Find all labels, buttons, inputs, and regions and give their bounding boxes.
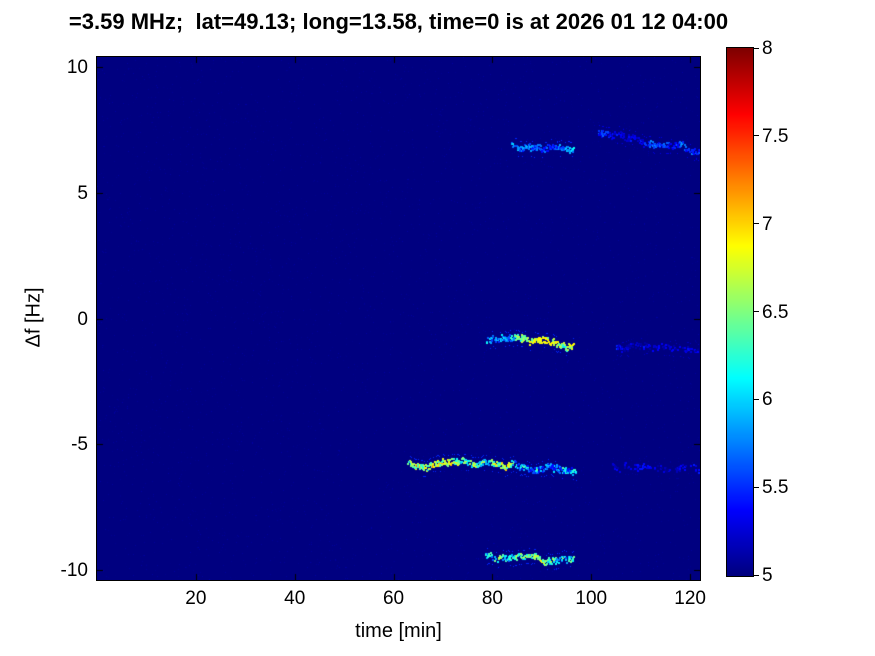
colorbar-tick-mark	[753, 47, 759, 49]
y-tick-label: -5	[71, 434, 88, 456]
colorbar	[727, 48, 753, 576]
colorbar-tick-mark	[753, 398, 759, 400]
x-axis-label: time [min]	[355, 620, 442, 642]
x-tick-label: 80	[481, 588, 503, 609]
y-tick-label: -10	[60, 559, 88, 581]
x-tick-label: 20	[185, 588, 207, 609]
colorbar-tick-mark	[753, 223, 759, 225]
colorbar-tick-mark	[753, 311, 759, 312]
colorbar-tick-mark	[753, 486, 759, 488]
heatmap-canvas	[97, 57, 700, 580]
colorbar-tick-label: 7.5	[762, 125, 789, 147]
x-tick-label: 120	[674, 588, 706, 609]
plot-title: =3.59 MHz; lat=49.13; long=13.58, time=0…	[68, 9, 729, 34]
y-tick-label: 10	[66, 57, 88, 79]
colorbar-tick-mark	[753, 574, 759, 576]
x-tick-label: 40	[284, 588, 306, 609]
colorbar-tick-label: 8	[762, 38, 773, 59]
colorbar-tick-label: 5	[762, 565, 773, 586]
y-tick-label: 5	[77, 182, 88, 204]
colorbar-tick-label: 5.5	[762, 477, 789, 499]
colorbar-tick-label: 7	[762, 213, 773, 235]
y-tick-label: 0	[77, 308, 88, 330]
x-tick-label: 100	[575, 588, 608, 609]
colorbar-tick-label: 6	[762, 389, 773, 411]
colorbar-tick-label: 6.5	[762, 301, 789, 323]
colorbar-tick-mark	[753, 135, 759, 137]
x-tick-label: 60	[382, 588, 405, 609]
